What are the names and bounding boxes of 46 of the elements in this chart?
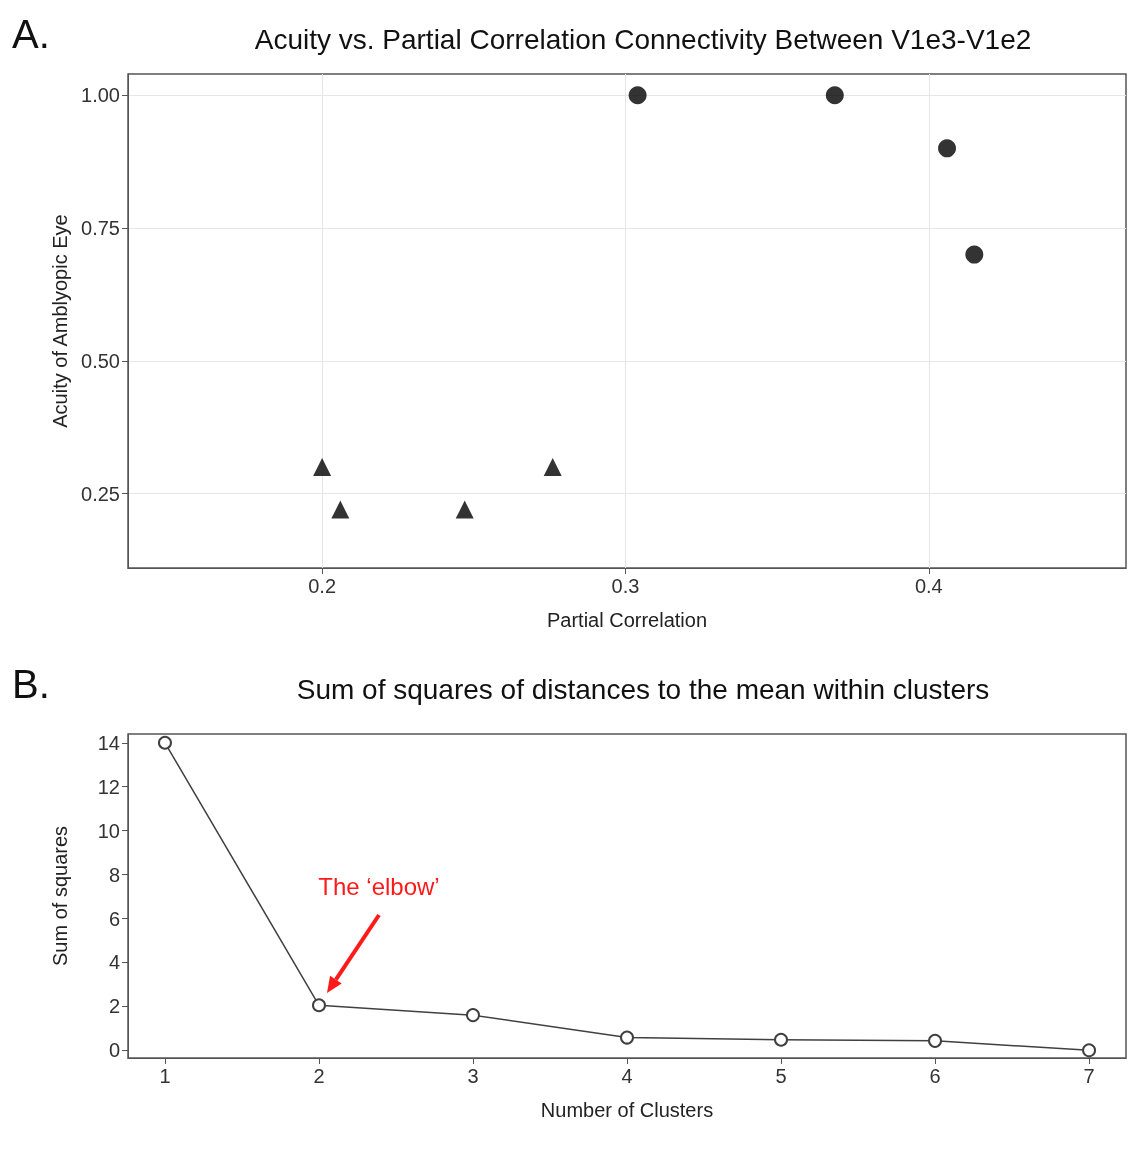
point — [825, 86, 844, 105]
x-tick-label: 1 — [159, 1065, 171, 1087]
y-axis-title: Sum of squares — [49, 825, 71, 967]
x-tick-label: 5 — [775, 1065, 787, 1087]
y-tick-label: 6 — [108, 907, 120, 930]
y-tick-label: 0.50 — [81, 349, 120, 372]
text: B. — [12, 662, 50, 706]
y-tick-label: 8 — [108, 863, 120, 886]
x-axis-title: Partial Correlation — [546, 609, 708, 631]
x-tick-label: 7 — [1083, 1065, 1095, 1087]
x-tick-label: 2 — [313, 1065, 325, 1087]
x-tick-label: 3 — [467, 1065, 479, 1087]
y-tick-label: 12 — [97, 775, 120, 798]
point — [1082, 1043, 1097, 1058]
point — [628, 86, 647, 105]
y-tick-label: 0 — [108, 1039, 120, 1062]
point — [466, 1008, 480, 1023]
point — [938, 139, 957, 158]
point — [157, 735, 172, 750]
x-tick-label: 0.2 — [308, 575, 337, 597]
chart-title: Acuity vs. Partial Correlation Connectivity Between V1e3-V1e2 — [254, 23, 1032, 55]
x-tick-label: 4 — [621, 1065, 633, 1087]
x-tick-label: 6 — [929, 1065, 941, 1087]
x-axis-title: Number of Clusters — [540, 1099, 714, 1121]
point — [928, 1033, 943, 1048]
point — [543, 458, 562, 477]
y-tick-label: 2 — [108, 995, 120, 1018]
y-tick-label: 0.25 — [81, 482, 120, 505]
point — [331, 500, 350, 519]
annotation: The ‘elbow’ — [317, 873, 441, 901]
y-tick-label: 14 — [97, 731, 120, 754]
y-tick-label: 4 — [108, 951, 120, 974]
x-tick-label: 0.4 — [914, 575, 943, 597]
y-axis-title: Acuity of Amblyopic Eye — [49, 214, 71, 428]
y-tick-label: 0.75 — [81, 217, 120, 240]
point — [313, 458, 332, 477]
point — [455, 500, 474, 519]
text: A. — [12, 12, 50, 56]
x-tick-label: 0.3 — [611, 575, 640, 597]
y-tick-label: 1.00 — [81, 84, 120, 107]
y-tick-label: 10 — [97, 819, 120, 842]
point — [965, 245, 984, 264]
point — [774, 1032, 789, 1047]
point — [620, 1030, 634, 1045]
chart-title: Sum of squares of distances to the mean within clusters — [296, 673, 990, 705]
point — [311, 998, 326, 1013]
